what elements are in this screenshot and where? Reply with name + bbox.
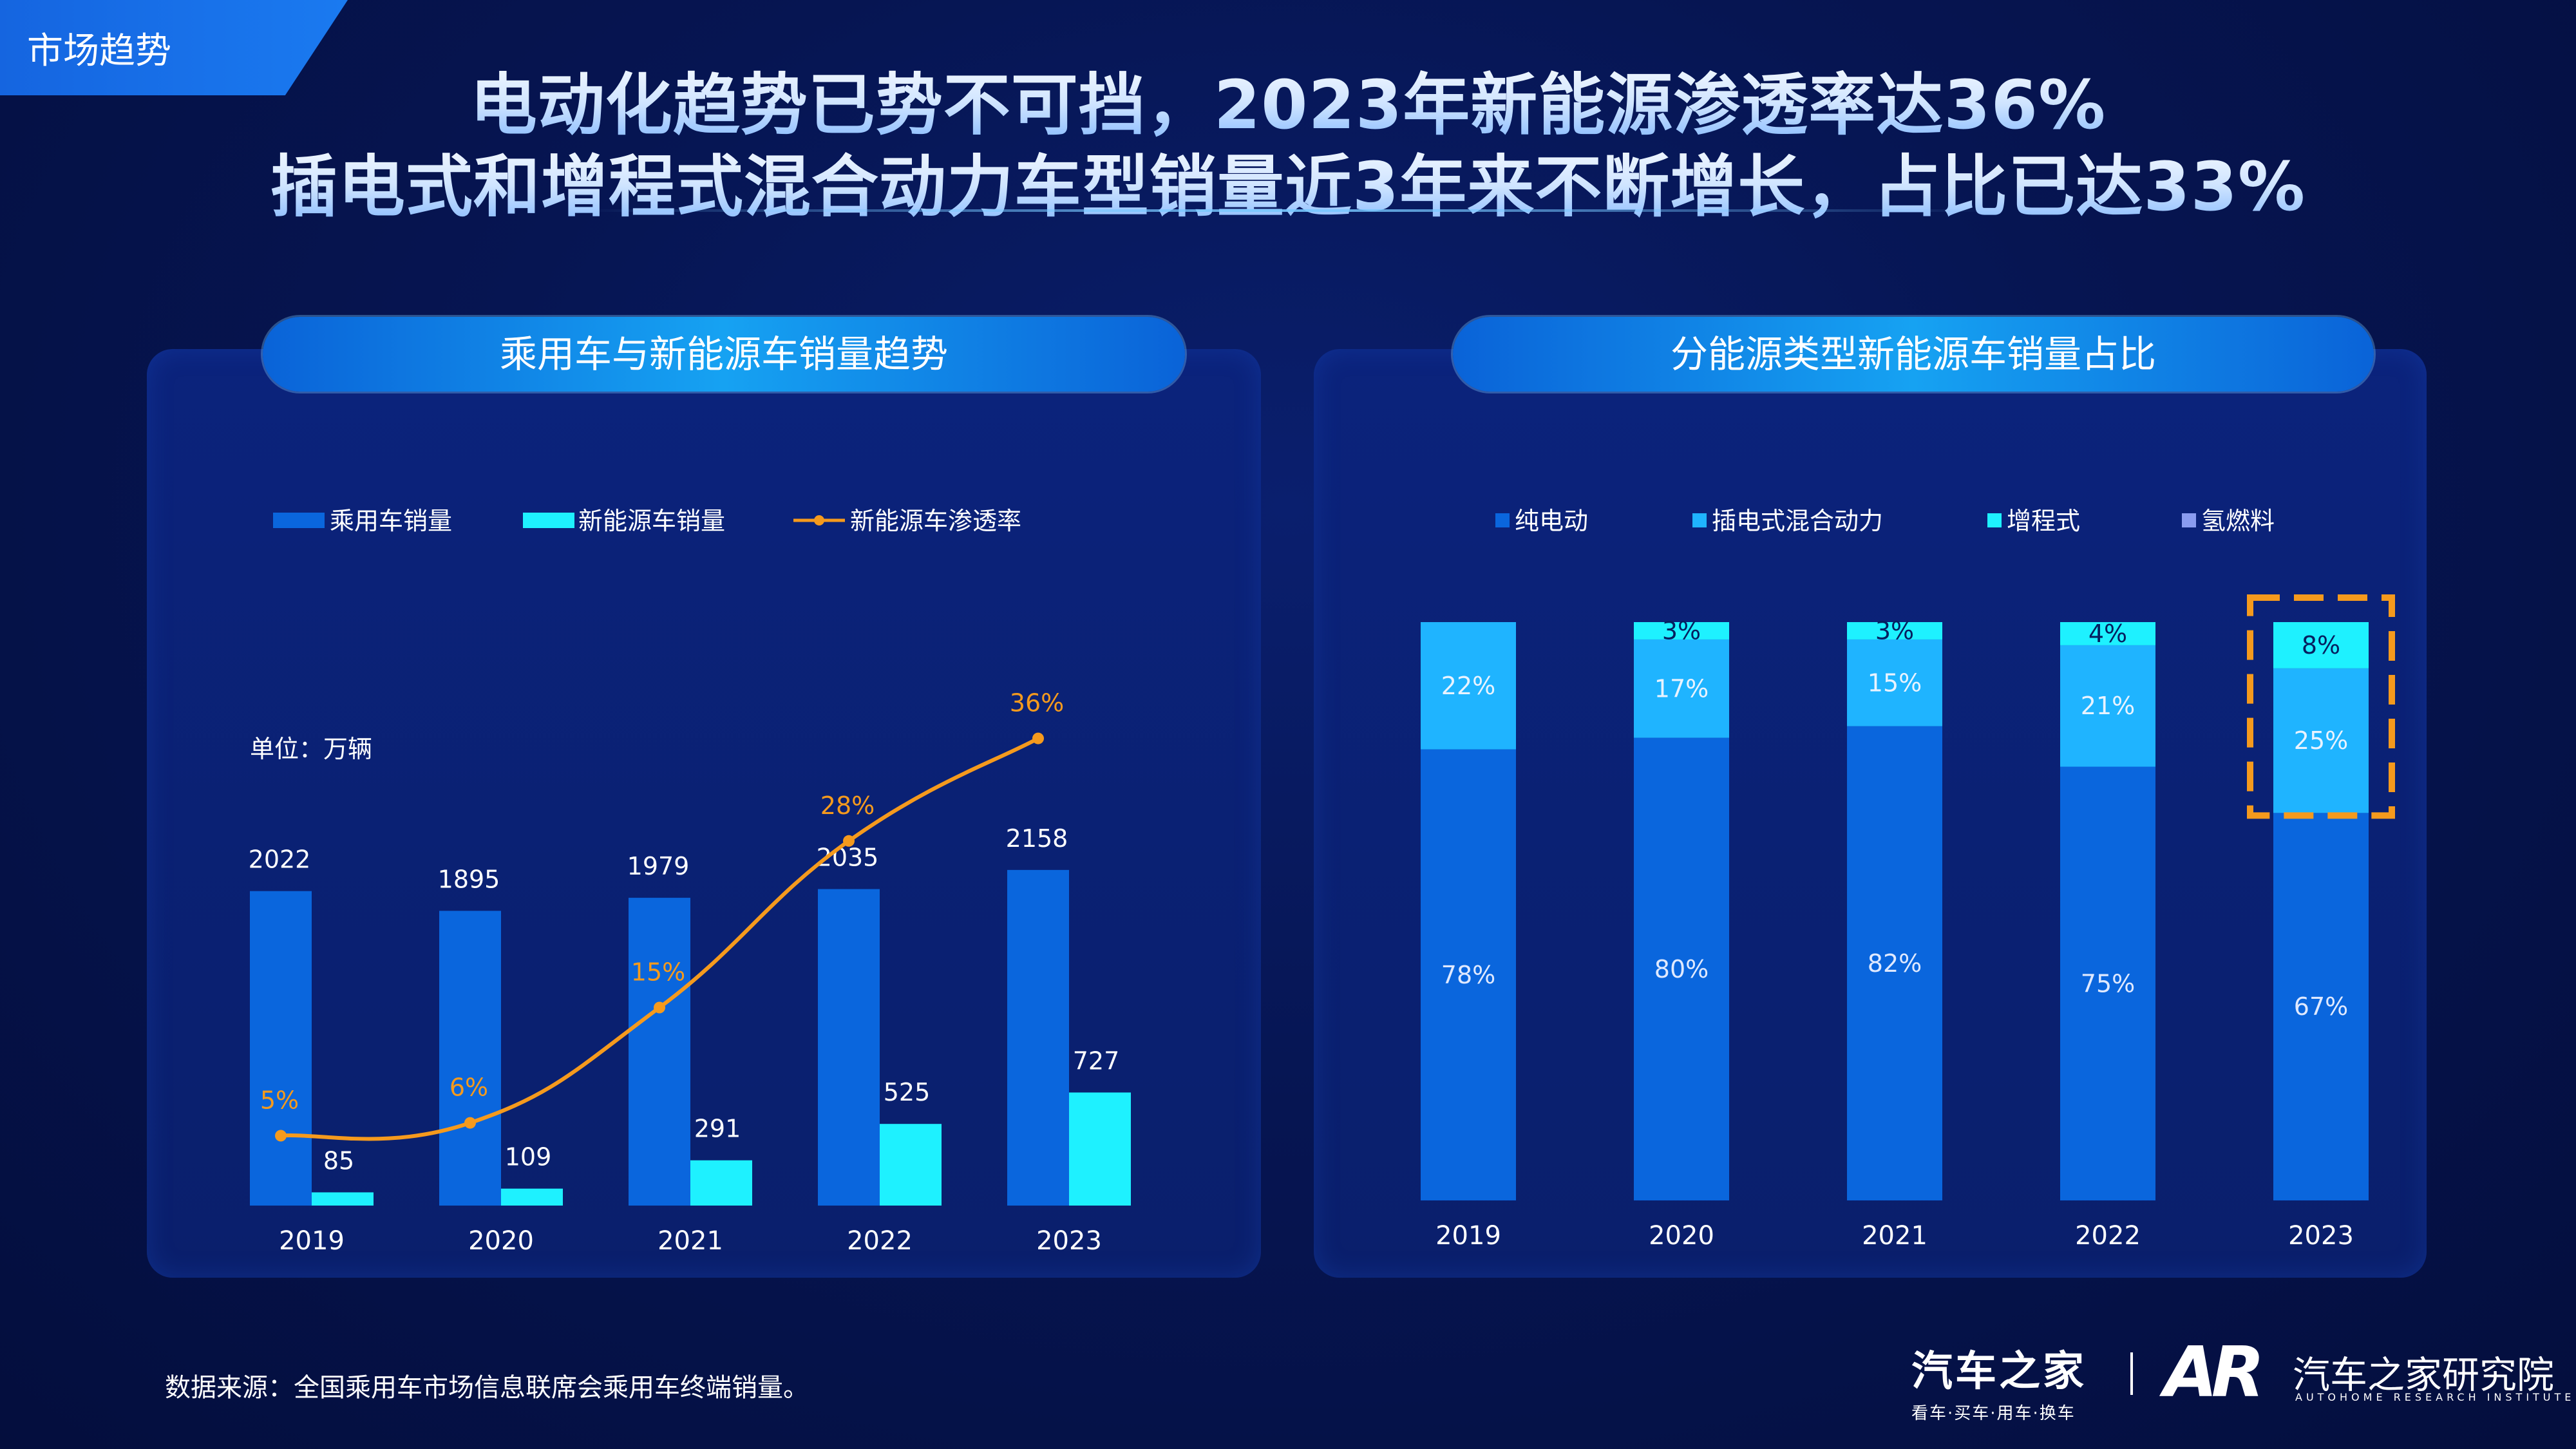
nev-bar-value: 525 (884, 1078, 931, 1106)
unit-label: 单位：万辆 (250, 735, 372, 763)
penetration-point (275, 1130, 287, 1142)
penetration-label: 36% (1010, 689, 1064, 717)
nev-bar-value: 109 (505, 1143, 552, 1171)
phev-segment (2060, 645, 2155, 767)
section-tag: 市场趋势 (0, 0, 348, 95)
legend-erev-label: 增程式 (2007, 507, 2080, 535)
legend-penetration-label: 新能源车渗透率 (850, 507, 1021, 535)
x-axis-tick-label: 2023 (2288, 1221, 2354, 1251)
bev-segment (2273, 813, 2369, 1200)
passenger-bar-value: 1895 (438, 865, 500, 893)
bev-segment (1421, 749, 1516, 1200)
bev-segment-label: 78% (1441, 961, 1495, 989)
phev-segment-label: 17% (1654, 674, 1709, 703)
nev-bar (312, 1192, 374, 1206)
penetration-point (843, 835, 855, 847)
penetration-label: 28% (820, 791, 875, 820)
phev-segment (1847, 639, 1942, 726)
erev-segment (2060, 622, 2155, 645)
bev-segment (1634, 737, 1729, 1200)
legend-fcev-label: 氢燃料 (2201, 507, 2275, 535)
logo-divider (2130, 1352, 2133, 1395)
x-axis-tick-label: 2022 (2075, 1221, 2141, 1251)
erev-segment (2273, 622, 2369, 668)
erev-segment (1847, 622, 1942, 639)
section-tag-label: 市场趋势 (27, 22, 171, 74)
bev-segment-label: 67% (2294, 992, 2348, 1021)
x-axis-tick-label: 2020 (1649, 1221, 1714, 1251)
legend-phev-label: 插电式混合动力 (1712, 507, 1883, 535)
legend-bev-label: 纯电动 (1515, 507, 1588, 535)
phev-segment (1634, 639, 1729, 738)
phev-segment (1421, 622, 1516, 750)
x-axis-tick-label: 2019 (279, 1226, 345, 1256)
nev-bar (880, 1124, 942, 1206)
penetration-point (654, 1001, 665, 1014)
legend-nev-swatch (523, 513, 574, 528)
right-chart-title: 分能源类型新能源车销量占比 (1453, 317, 2374, 392)
legend-bev-swatch (1495, 513, 1510, 527)
passenger-bar (250, 891, 312, 1206)
nev-bar (690, 1160, 752, 1206)
bev-segment-label: 75% (2081, 969, 2135, 998)
passenger-bar-value: 1979 (627, 852, 690, 880)
legend-passenger-label: 乘用车销量 (330, 507, 452, 535)
research-institute-name: 汽车之家研究院 (2293, 1353, 2555, 1397)
legend-erev-swatch (1987, 513, 2002, 527)
passenger-bar (629, 898, 690, 1206)
nev-bar-value: 727 (1073, 1046, 1120, 1075)
passenger-bar-value: 2158 (1006, 824, 1068, 853)
erev-segment (1634, 622, 1729, 639)
penetration-label: 15% (631, 958, 685, 987)
legend-nev-label: 新能源车销量 (578, 507, 725, 535)
erev-segment-label: 3% (1875, 616, 1914, 645)
x-axis-tick-label: 2021 (658, 1226, 723, 1256)
passenger-bar (818, 889, 880, 1206)
bev-segment-label: 80% (1654, 955, 1709, 983)
penetration-label: 6% (450, 1074, 488, 1102)
penetration-label: 5% (260, 1086, 299, 1115)
phev-segment (2273, 668, 2369, 813)
x-axis-tick-label: 2023 (1036, 1226, 1102, 1256)
passenger-bar (1007, 869, 1069, 1206)
legend-phev-swatch (1692, 513, 1707, 527)
bev-segment (1847, 726, 1942, 1200)
research-institute-english: AUTOHOME RESEARCH INSTITUTE (2295, 1391, 2575, 1403)
autohome-logo-name: 汽车之家 (1911, 1348, 2087, 1396)
x-axis-tick-label: 2021 (1862, 1221, 1927, 1251)
phev-segment-label: 21% (2081, 692, 2135, 720)
passenger-bar (439, 911, 501, 1206)
penetration-point (464, 1117, 476, 1129)
erev-segment-label: 8% (2302, 631, 2340, 659)
headline-line-1: 电动化趋势已势不可挡，2023年新能源渗透率达36% (0, 50, 2576, 147)
nev-bar-value: 291 (694, 1115, 741, 1143)
nev-bar-value: 85 (323, 1146, 354, 1175)
bev-segment (2060, 766, 2155, 1200)
autohome-logo: 汽车之家 看车·买车·用车·换车 (1911, 1338, 2087, 1424)
phev-segment-label: 25% (2294, 726, 2348, 755)
left-chart-title: 乘用车与新能源车销量趋势 (263, 317, 1185, 392)
x-axis-tick-label: 2020 (468, 1226, 534, 1256)
nev-bar (1069, 1092, 1131, 1206)
legend-passenger-swatch (273, 513, 325, 528)
erev-segment-label: 3% (1662, 616, 1701, 645)
legend-fcev-swatch (2182, 513, 2196, 527)
penetration-point (1032, 732, 1044, 744)
autohome-logo-slogan: 看车·买车·用车·换车 (1911, 1404, 2076, 1423)
phev-segment-label: 15% (1868, 668, 1922, 697)
erev-segment-label: 4% (2088, 620, 2127, 648)
highlight-box (2247, 594, 2395, 819)
x-axis-tick-label: 2019 (1435, 1221, 1501, 1251)
headline-underline (580, 209, 1996, 212)
bev-segment-label: 82% (1868, 949, 1922, 978)
nev-bar (501, 1188, 563, 1206)
phev-segment-label: 22% (1441, 672, 1495, 700)
research-institute-mark: AR (2164, 1332, 2265, 1413)
data-source-note: 数据来源：全国乘用车市场信息联席会乘用车终端销量。 (165, 1373, 809, 1403)
headline-line-2: 插电式和增程式混合动力车型销量近3年来不断增长，占比已达33% (0, 132, 2576, 229)
passenger-bar-value: 2022 (249, 846, 311, 874)
legend-penetration-marker (814, 515, 824, 526)
x-axis-tick-label: 2022 (847, 1226, 913, 1256)
